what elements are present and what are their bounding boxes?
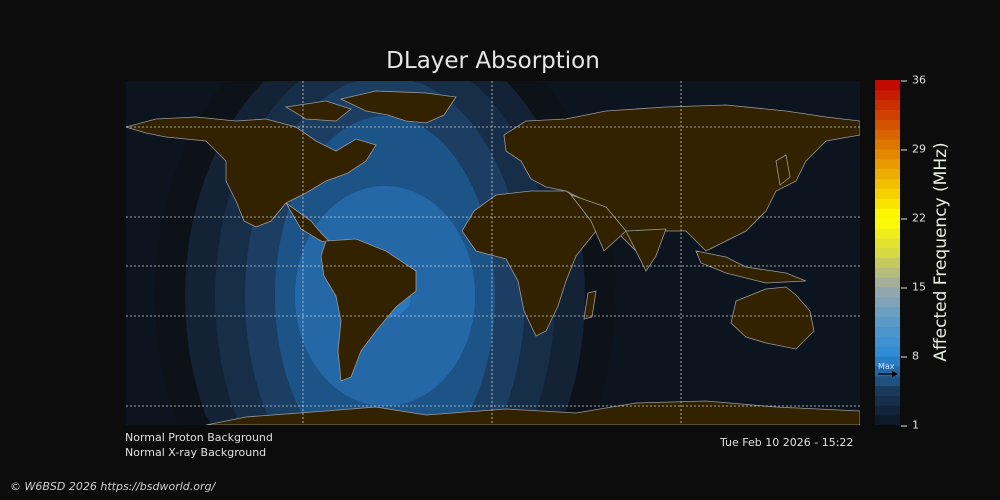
southeast-asia-islands [695, 250, 807, 284]
colorbar-segment [875, 218, 900, 229]
chart-title: DLayer Absorption [386, 48, 600, 74]
colorbar-tick: 1 [901, 418, 919, 432]
colorbar-segment [875, 415, 900, 425]
europe-asia [503, 104, 860, 252]
colorbar-segment [875, 395, 900, 406]
australia [730, 286, 815, 350]
colorbar-segment [875, 365, 900, 377]
colorbar-segment [875, 326, 900, 337]
colorbar-segment [875, 385, 900, 396]
continents [126, 90, 860, 425]
colorbar-segment [875, 80, 900, 91]
colorbar-segment [875, 208, 900, 219]
india [625, 228, 667, 272]
colorbar-segment [875, 247, 900, 258]
copyright-link[interactable]: © W6BSD 2026 https://bsdworld.org/ [10, 480, 216, 493]
colorbar-segment [875, 149, 900, 160]
colorbar-segment [875, 356, 900, 367]
colorbar-tick: 22 [901, 211, 926, 225]
colorbar-tick: 8 [901, 349, 919, 363]
japan [775, 154, 791, 186]
colorbar-segment [875, 99, 900, 111]
colorbar-segment [875, 405, 900, 416]
colorbar-segment [875, 316, 900, 327]
colorbar-tick: 15 [901, 280, 926, 294]
colorbar-segment [875, 296, 900, 308]
colorbar-segment [875, 139, 900, 150]
colorbar-segment [875, 178, 900, 189]
xray-status: Normal X-ray Background [125, 446, 267, 459]
max-marker-label: Max [878, 362, 895, 371]
proton-status: Normal Proton Background [125, 431, 273, 444]
colorbar-tick: 29 [901, 142, 926, 156]
colorbar-segment [875, 336, 900, 347]
colorbar-segment [875, 158, 900, 170]
colorbar-label: Affected Frequency (MHz) [931, 142, 951, 362]
colorbar-segment [875, 119, 900, 130]
greenland [339, 90, 457, 124]
colorbar-segment [875, 257, 900, 268]
colorbar-segment [875, 89, 900, 101]
absorption-map [126, 81, 860, 425]
colorbar-segment [875, 237, 900, 249]
colorbar-segment [875, 267, 900, 278]
colorbar-segment [875, 306, 900, 318]
colorbar-segment [875, 198, 900, 209]
colorbar-segment [875, 277, 900, 288]
madagascar [583, 290, 597, 320]
colorbar-segment [875, 168, 900, 180]
colorbar-segment [875, 287, 900, 298]
colorbar-segment [875, 109, 900, 120]
timestamp: Tue Feb 10 2026 - 15:22 [720, 436, 854, 449]
colorbar-tick: 36 [901, 73, 926, 87]
colorbar [875, 80, 900, 425]
north-america [126, 116, 377, 228]
graticule [126, 81, 860, 425]
colorbar-segment [875, 188, 900, 199]
south-america [320, 238, 417, 382]
antarctica [205, 400, 860, 425]
colorbar-segment [875, 375, 900, 387]
max-marker-arrow-icon [878, 371, 898, 377]
colorbar-segment [875, 346, 900, 357]
colorbar-segment [875, 129, 900, 140]
colorbar-segment [875, 227, 900, 239]
